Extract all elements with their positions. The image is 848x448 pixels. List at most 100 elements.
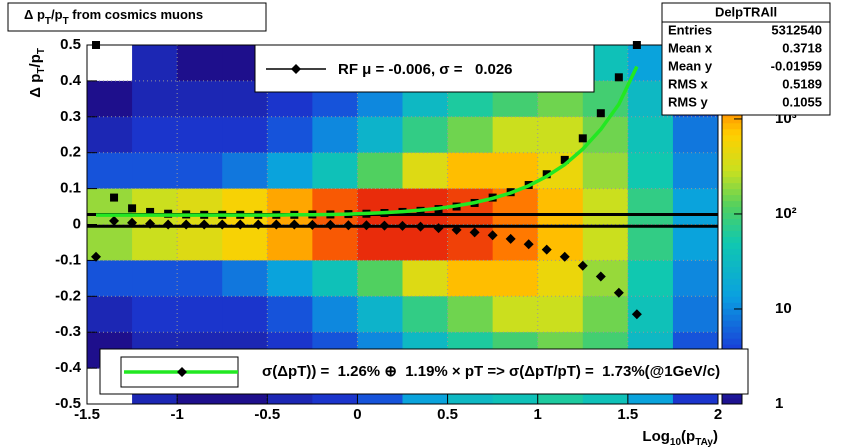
heatmap-cell — [312, 224, 358, 261]
y-tick-label: -0.1 — [55, 251, 81, 268]
heatmap-cell — [222, 296, 268, 333]
heatmap-cell — [177, 80, 223, 118]
colorbar-band — [722, 392, 742, 399]
colorbar-band — [722, 212, 742, 220]
colorbar-band — [722, 128, 742, 136]
y-tick-label: 0.2 — [60, 144, 81, 161]
colorbar-band — [722, 308, 742, 315]
x-axis-label-part: 10 — [670, 437, 682, 448]
square-marker — [542, 170, 551, 179]
heatmap-cell — [357, 116, 403, 154]
heatmap-cell — [87, 188, 133, 225]
x-tick-label: -0.5 — [254, 406, 280, 423]
heatmap-cell — [537, 188, 584, 225]
y-tick-label: 0 — [73, 215, 81, 232]
diamond-marker — [217, 219, 228, 230]
y-tick-label: -0.2 — [55, 287, 81, 304]
x-tick-label: -1 — [170, 406, 183, 423]
heatmap-cell — [537, 224, 584, 261]
colorbar-band — [722, 164, 742, 172]
heatmap-cell — [312, 116, 358, 154]
colorbar-band — [722, 140, 742, 148]
heatmap-cell — [627, 260, 674, 297]
diamond-marker — [415, 221, 426, 232]
colorbar-label: 1 — [775, 395, 783, 412]
diamond-marker — [631, 309, 642, 320]
colorbar-band — [722, 158, 742, 166]
heatmap-cell — [222, 116, 268, 154]
heatmap-cell — [267, 116, 313, 154]
x-tick-label: 2 — [714, 406, 722, 423]
square-marker — [110, 193, 119, 202]
y-tick-label: 0.1 — [60, 180, 81, 197]
heatmap-cell — [357, 296, 403, 333]
heatmap-cell — [87, 152, 133, 190]
y-tick-label: 0.5 — [60, 36, 81, 53]
heatmap-cell — [222, 188, 268, 225]
chart-title-part: T — [63, 16, 69, 27]
heatmap-cell — [312, 296, 358, 333]
heatmap-cell — [267, 296, 313, 333]
colorbar-band — [722, 284, 742, 291]
colorbar-band — [722, 200, 742, 208]
diamond-marker — [523, 239, 534, 250]
heatmap-cell — [132, 188, 178, 225]
chart-title-part: from cosmics muons — [69, 7, 203, 22]
heatmap-cell — [672, 188, 719, 225]
colorbar-band — [722, 182, 742, 190]
heatmap-cell — [177, 188, 223, 225]
stats-value: 0.1055 — [782, 94, 822, 109]
diamond-marker — [379, 220, 390, 231]
square-marker — [596, 109, 605, 118]
heatmap-cell — [87, 260, 133, 297]
diamond-marker — [595, 271, 606, 282]
legend-label: RF μ = -0.006, σ = 0.026 — [338, 61, 513, 78]
heatmap-cell — [537, 296, 584, 333]
heatmap-cell — [492, 296, 539, 333]
stats-value: 0.3718 — [782, 40, 822, 55]
heatmap-cell — [402, 260, 449, 297]
heatmap-cell — [177, 152, 223, 190]
colorbar-band — [722, 170, 742, 178]
heatmap-cell — [447, 260, 494, 297]
heatmap-cell — [672, 260, 719, 297]
colorbar-band — [722, 176, 742, 184]
heatmap-cell — [402, 116, 449, 154]
heatmap-cell — [267, 152, 313, 190]
heatmap-cell — [177, 260, 223, 297]
heatmap-cell — [402, 152, 449, 190]
x-tick-label: 1.5 — [617, 406, 638, 423]
colorbar-band — [722, 134, 742, 142]
diamond-marker — [613, 287, 624, 298]
heatmap-cell — [582, 296, 629, 333]
heatmap-cell — [582, 224, 629, 261]
diamond-marker — [91, 251, 102, 262]
diamond-marker — [109, 215, 120, 226]
y-axis-label-part: T — [36, 67, 47, 73]
colorbar-band — [722, 236, 742, 243]
colorbar-band — [722, 224, 742, 231]
heatmap-cell — [177, 296, 223, 333]
diamond-marker — [181, 219, 192, 230]
y-axis-label-part: /p — [27, 54, 44, 67]
fit-curve — [96, 65, 639, 217]
stats-key: Mean y — [668, 58, 713, 73]
diamond-marker — [433, 223, 444, 234]
heatmap-cell — [132, 152, 178, 190]
heatmap-cell — [582, 188, 629, 225]
heatmap-cell — [672, 152, 719, 190]
colorbar-band — [722, 314, 742, 321]
stats-key: RMS y — [668, 94, 709, 109]
heatmap-cell — [627, 152, 674, 190]
colorbar-band — [722, 248, 742, 255]
heatmap-cell — [132, 116, 178, 154]
diamond-marker — [451, 224, 462, 235]
colorbar-band — [722, 122, 742, 130]
colorbar-label: 10 — [775, 300, 792, 317]
heatmap-cell — [267, 224, 313, 261]
x-tick-label: 0.5 — [437, 406, 458, 423]
x-tick-label: -1.5 — [74, 406, 100, 423]
chart-title-part: /p — [51, 7, 63, 22]
diamond-marker — [163, 219, 174, 230]
